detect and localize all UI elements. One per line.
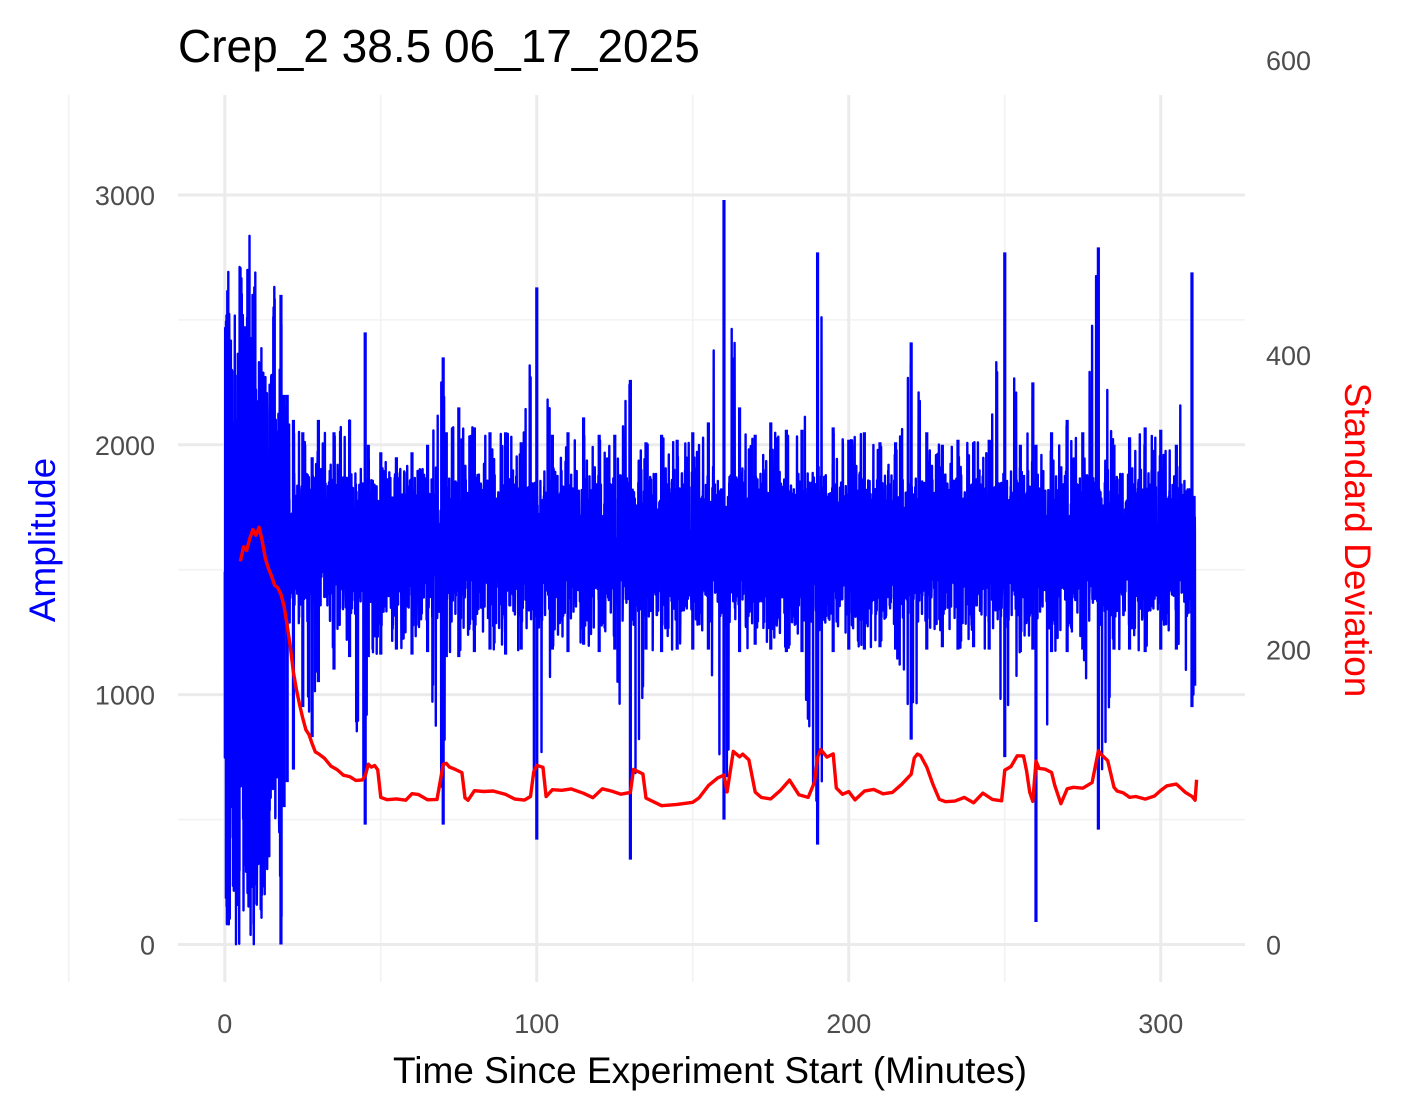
y-tick-label-left: 2000 xyxy=(95,431,155,461)
y-tick-label-right: 200 xyxy=(1266,636,1311,666)
standard-deviation-line xyxy=(238,525,1199,808)
x-tick-label: 0 xyxy=(217,1009,232,1039)
x-tick-label: 100 xyxy=(514,1009,559,1039)
y-axis-title-left: Amplitude xyxy=(22,458,63,623)
y-tick-label-left: 3000 xyxy=(95,181,155,211)
y-tick-label-right: 600 xyxy=(1266,46,1311,76)
x-axis-title: Time Since Experiment Start (Minutes) xyxy=(393,1050,1027,1091)
y-tick-label-right: 400 xyxy=(1266,341,1311,371)
chart-title: Crep_2 38.5 06_17_2025 xyxy=(178,20,700,72)
y-tick-label-right: 0 xyxy=(1266,931,1281,961)
y-tick-label-left: 1000 xyxy=(95,681,155,711)
y-axis-title-right: Standard Deviation xyxy=(1337,383,1378,698)
plot-area xyxy=(223,199,1199,946)
y-tick-label-left: 0 xyxy=(140,931,155,961)
x-tick-label: 300 xyxy=(1138,1009,1183,1039)
x-tick-label: 200 xyxy=(826,1009,871,1039)
